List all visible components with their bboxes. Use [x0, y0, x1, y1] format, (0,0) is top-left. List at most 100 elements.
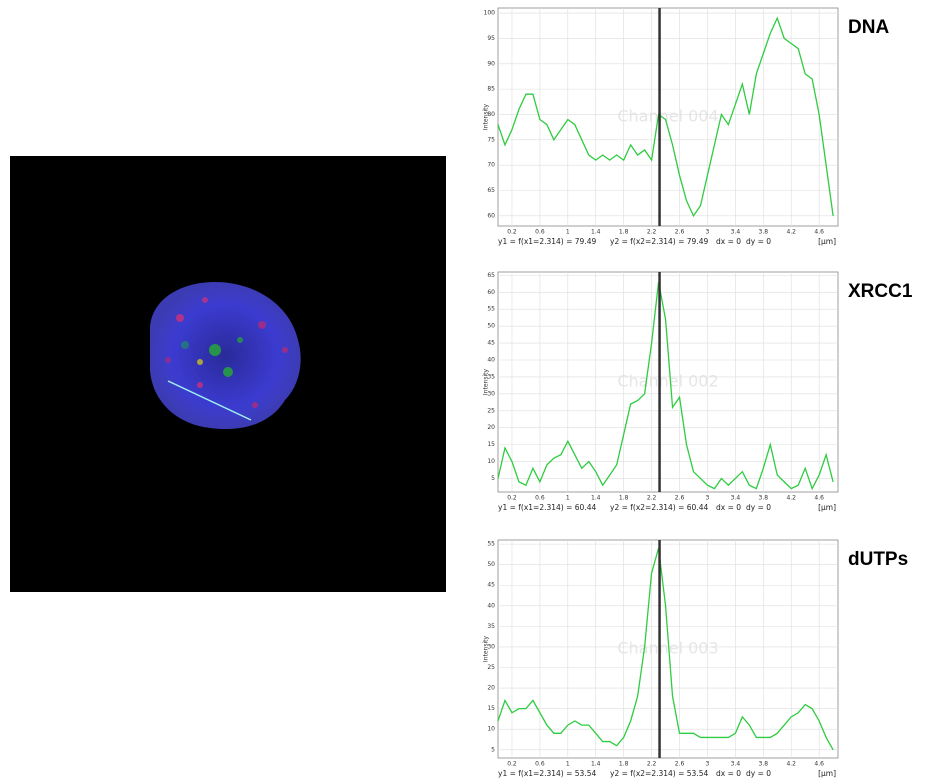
x-tick-label: 0.6	[535, 229, 545, 236]
footer-dy: dy = 0	[746, 237, 771, 246]
x-tick-label: 3.8	[759, 495, 769, 502]
footer-y2: y2 = f(x2=2.314) = 53.54	[610, 769, 708, 778]
y-tick-label: 60	[487, 289, 495, 296]
x-tick-label: 0.6	[535, 495, 545, 502]
y-tick-label: 65	[487, 187, 495, 194]
channel-label: dUTPs	[848, 549, 908, 570]
x-tick-label: 3.4	[731, 761, 741, 768]
x-tick-label: 1.8	[619, 229, 629, 236]
profile-chart: Channel 002 5 10 15 20 25 30 35 40 45 50 55 60 65 0.2 0…	[483, 271, 913, 512]
y-tick-label: 35	[487, 623, 495, 630]
profile-line	[497, 548, 834, 751]
plot-area	[497, 7, 839, 227]
watermark: Channel 004	[617, 107, 718, 126]
foci	[165, 297, 288, 408]
x-tick-label: 1.4	[591, 761, 601, 768]
x-tick-label: 0.2	[507, 495, 517, 502]
x-tick-label: 2.2	[647, 761, 657, 768]
footer-dx: dx = 0	[716, 769, 741, 778]
y-tick-label: 15	[487, 705, 495, 712]
x-tick-label: 1	[566, 229, 570, 236]
y-tick-label: 30	[487, 643, 495, 650]
y-tick-label: 40	[487, 357, 495, 364]
plot-area	[497, 271, 839, 493]
y-tick-label: 5	[491, 475, 495, 482]
y-tick-label: 55	[487, 541, 495, 548]
y-tick-label: 60	[487, 212, 495, 219]
x-tick-label: 2.6	[675, 229, 685, 236]
y-tick-label: 65	[487, 272, 495, 279]
x-tick-label: 4.6	[814, 761, 824, 768]
y-tick-label: 50	[487, 561, 495, 568]
x-tick-label: 1	[566, 761, 570, 768]
y-tick-label: 95	[487, 35, 495, 42]
x-tick-label: 0.2	[507, 761, 517, 768]
x-tick-label: 1.4	[591, 495, 601, 502]
y-tick-label: 5	[491, 746, 495, 753]
profile-line	[497, 16, 834, 218]
footer-unit: [µm]	[818, 769, 836, 778]
x-tick-label: 4.6	[814, 495, 824, 502]
y-tick-label: 35	[487, 373, 495, 380]
footer-dy: dy = 0	[746, 503, 771, 512]
y-tick-label: 45	[487, 340, 495, 347]
y-tick-label: 50	[487, 323, 495, 330]
x-tick-label: 1	[566, 495, 570, 502]
x-tick-label: 2.6	[675, 761, 685, 768]
x-tick-label: 4.2	[786, 495, 796, 502]
footer-y1: y1 = f(x1=2.314) = 60.44	[498, 503, 596, 512]
footer-y2: y2 = f(x2=2.314) = 79.49	[610, 237, 708, 246]
watermark: Channel 003	[617, 639, 718, 658]
y-tick-label: 55	[487, 306, 495, 313]
x-tick-label: 4.2	[786, 229, 796, 236]
x-tick-label: 2.2	[647, 229, 657, 236]
x-tick-label: 2.2	[647, 495, 657, 502]
footer-y1: y1 = f(x1=2.314) = 53.54	[498, 769, 596, 778]
y-tick-label: 40	[487, 602, 495, 609]
profile-chart: Channel 004 60 65 70 75 80 85 90 95 100 0.2 0.6 1 1.4…	[483, 7, 889, 246]
y-tick-label: 15	[487, 441, 495, 448]
y-axis-label: Intensity	[483, 368, 490, 395]
footer-unit: [µm]	[818, 503, 836, 512]
x-tick-label: 3	[706, 229, 710, 236]
x-tick-label: 1.8	[619, 495, 629, 502]
x-tick-label: 3	[706, 495, 710, 502]
footer-dx: dx = 0	[716, 503, 741, 512]
x-tick-label: 0.2	[507, 229, 517, 236]
cell-nucleus	[150, 282, 301, 430]
plot-area	[497, 539, 839, 759]
x-tick-label: 4.2	[786, 761, 796, 768]
y-tick-label: 90	[487, 60, 495, 67]
x-tick-label: 1.8	[619, 761, 629, 768]
x-tick-label: 1.4	[591, 229, 601, 236]
channel-label: XRCC1	[848, 281, 913, 302]
y-tick-label: 20	[487, 685, 495, 692]
y-tick-label: 70	[487, 162, 495, 169]
micrograph	[10, 156, 446, 592]
y-tick-label: 25	[487, 664, 495, 671]
x-tick-label: 3.8	[759, 761, 769, 768]
profile-line	[167, 380, 252, 421]
y-axis-label: Intensity	[483, 103, 490, 130]
y-tick-label: 10	[487, 726, 495, 733]
y-axis-label: Intensity	[483, 635, 490, 662]
y-tick-label: 45	[487, 582, 495, 589]
footer-y2: y2 = f(x2=2.314) = 60.44	[610, 503, 708, 512]
x-tick-label: 0.6	[535, 761, 545, 768]
footer-y1: y1 = f(x1=2.314) = 79.49	[498, 237, 596, 246]
y-tick-label: 30	[487, 390, 495, 397]
footer-dy: dy = 0	[746, 769, 771, 778]
x-tick-label: 4.6	[814, 229, 824, 236]
y-tick-label: 85	[487, 86, 495, 93]
y-tick-label: 100	[484, 10, 496, 17]
footer-unit: [µm]	[818, 237, 836, 246]
profile-line	[497, 282, 834, 491]
x-tick-label: 3.4	[731, 495, 741, 502]
y-tick-label: 80	[487, 111, 495, 118]
y-tick-label: 25	[487, 407, 495, 414]
x-tick-label: 3	[706, 761, 710, 768]
y-tick-label: 10	[487, 458, 495, 465]
y-tick-label: 20	[487, 424, 495, 431]
